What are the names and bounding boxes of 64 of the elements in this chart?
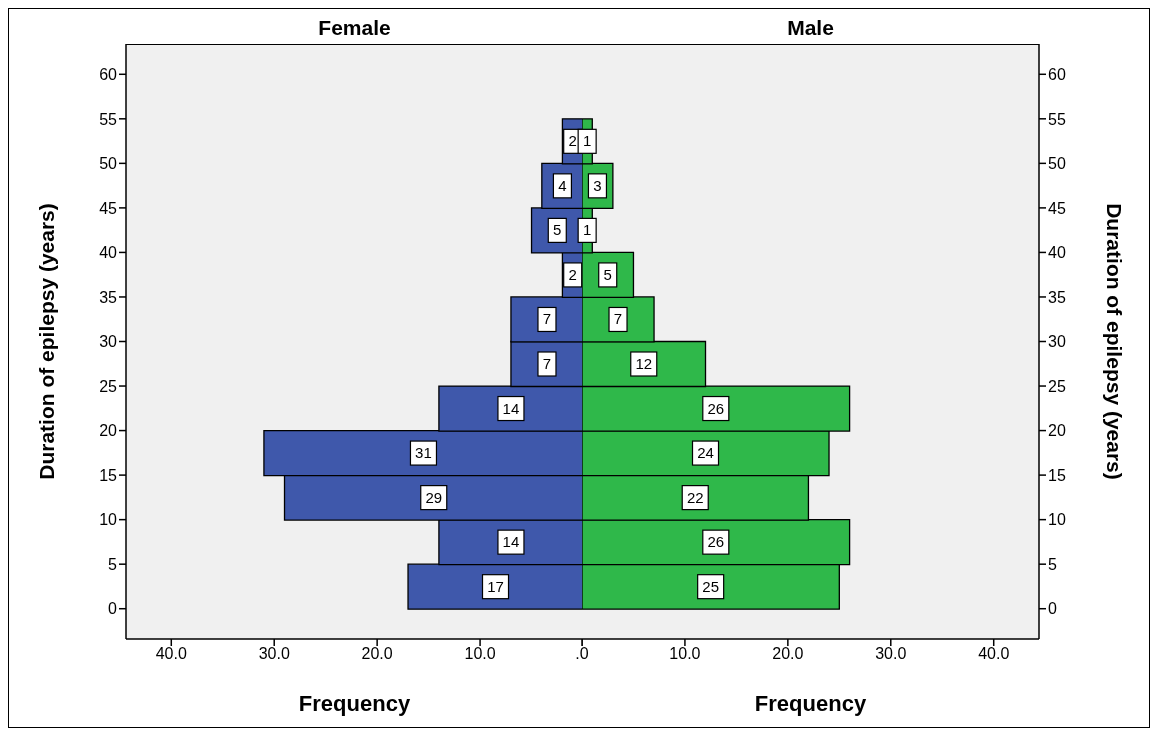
x-axis-title: Frequency bbox=[754, 691, 867, 716]
y-tick-label: 45 bbox=[1048, 199, 1066, 217]
x-tick-label: .0 bbox=[575, 645, 589, 663]
x-tick-label: 30.0 bbox=[875, 645, 907, 663]
y-tick-label: 20 bbox=[1048, 422, 1066, 440]
y-tick-label: 35 bbox=[1048, 288, 1066, 306]
data-label: 7 bbox=[613, 310, 623, 328]
y-tick-label: 20 bbox=[99, 422, 118, 440]
y-tick-label: 5 bbox=[1048, 555, 1058, 573]
y-tick-label: 0 bbox=[1048, 600, 1058, 618]
x-tick-label: 10.0 bbox=[669, 645, 701, 663]
data-label: 25 bbox=[702, 577, 720, 595]
chart-title: Female bbox=[317, 16, 392, 40]
y-tick-label: 5 bbox=[108, 555, 118, 573]
data-label: 4 bbox=[558, 176, 567, 194]
y-tick-label: 15 bbox=[1048, 466, 1066, 484]
y-axis-title: Duration of epilepsy (years) bbox=[1102, 203, 1126, 480]
y-tick-label: 10 bbox=[1048, 511, 1066, 529]
data-label: 17 bbox=[487, 577, 504, 595]
y-tick-label: 15 bbox=[99, 466, 118, 484]
data-label: 1 bbox=[582, 221, 592, 239]
y-tick-label: 55 bbox=[1048, 110, 1066, 128]
y-tick-label: 40 bbox=[1048, 244, 1066, 262]
y-tick-label: 50 bbox=[99, 155, 118, 173]
y-tick-label: 10 bbox=[99, 511, 118, 529]
x-tick-label: 30.0 bbox=[258, 645, 290, 663]
data-label: 31 bbox=[415, 444, 432, 462]
y-tick-label: 35 bbox=[99, 288, 118, 306]
chart-title: Male bbox=[786, 16, 835, 40]
data-label: 14 bbox=[502, 399, 520, 417]
data-label: 14 bbox=[502, 533, 520, 551]
data-label: 2 bbox=[568, 265, 577, 283]
data-label: 5 bbox=[553, 221, 562, 239]
data-label: 29 bbox=[425, 488, 443, 506]
x-tick-label: 40.0 bbox=[155, 645, 187, 663]
x-axis-title: Frequency bbox=[298, 691, 411, 716]
data-label: 7 bbox=[542, 310, 552, 328]
y-tick-label: 25 bbox=[99, 377, 118, 395]
data-label: 2 bbox=[568, 132, 577, 150]
data-label: 7 bbox=[542, 355, 552, 372]
y-tick-label: 55 bbox=[99, 110, 118, 128]
x-tick-label: 20.0 bbox=[361, 645, 393, 663]
data-label: 1 bbox=[582, 132, 592, 150]
x-tick-label: 10.0 bbox=[464, 645, 496, 663]
y-tick-label: 0 bbox=[108, 600, 118, 618]
x-tick-label: 40.0 bbox=[978, 645, 1010, 663]
data-label: 26 bbox=[707, 399, 725, 417]
data-label: 22 bbox=[686, 488, 704, 506]
y-tick-label: 60 bbox=[99, 65, 118, 83]
data-label: 26 bbox=[707, 533, 725, 551]
data-label: 12 bbox=[635, 355, 653, 372]
y-tick-label: 25 bbox=[1048, 377, 1066, 395]
y-axis-title: Duration of epilepsy (years) bbox=[35, 203, 59, 480]
y-tick-label: 30 bbox=[1048, 333, 1066, 351]
x-tick-label: 20.0 bbox=[772, 645, 804, 663]
figure-frame: Female 40.0 30.0 20.0 10.0 Frequency 0 5 10 15 20 25 30 35 40 45 50 55 60 Duration of epilepsy (years) 17 14 29 31 14 7 7 2 5 4 2 Male .0 10.0 20.0 30.0 40.0 Frequency 0 5 10 15 20 25 30 35 40 45 50 55 60 Duration of epilepsy (years) 25 26 22 24 26 12 7 5 1 3 1 bbox=[8, 8, 1150, 728]
y-tick-label: 40 bbox=[99, 244, 118, 262]
y-tick-label: 50 bbox=[1048, 155, 1066, 173]
y-tick-label: 30 bbox=[99, 333, 118, 351]
data-label: 3 bbox=[593, 176, 602, 194]
y-tick-label: 60 bbox=[1048, 65, 1066, 83]
data-label: 24 bbox=[697, 444, 714, 462]
data-label: 5 bbox=[603, 265, 612, 283]
y-tick-label: 45 bbox=[99, 199, 118, 217]
